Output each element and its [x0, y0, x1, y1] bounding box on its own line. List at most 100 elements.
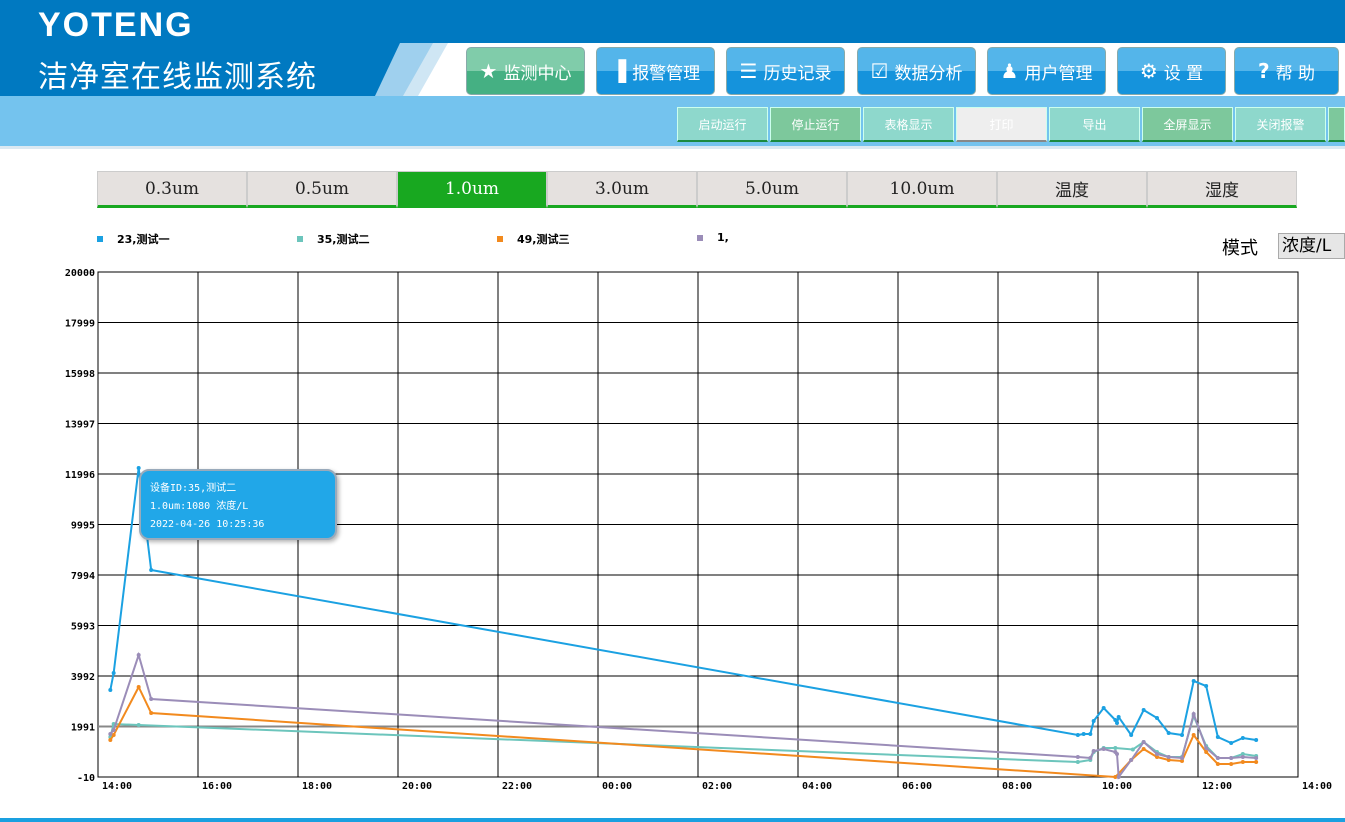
legend-item[interactable]: 49,测试三 — [497, 231, 570, 247]
data-point[interactable] — [1088, 755, 1093, 760]
data-point[interactable] — [1254, 755, 1259, 760]
data-point[interactable] — [1229, 755, 1234, 760]
nav-users-button[interactable]: ♟ 用户管理 — [987, 47, 1106, 95]
nav-label: 报警管理 — [632, 63, 701, 84]
data-point[interactable] — [1101, 747, 1106, 752]
data-point[interactable] — [1088, 731, 1093, 736]
tab-5[interactable]: 10.0um — [847, 171, 997, 208]
data-point[interactable] — [1191, 712, 1196, 717]
data-point[interactable] — [1240, 752, 1245, 757]
tab-3[interactable]: 3.0um — [547, 171, 697, 208]
data-point[interactable] — [1141, 707, 1146, 712]
tab-7[interactable]: 湿度 — [1147, 171, 1297, 208]
data-point[interactable] — [1075, 733, 1080, 738]
data-point[interactable] — [1075, 760, 1080, 765]
data-point[interactable] — [1113, 718, 1118, 723]
toolbar-button[interactable]: 关闭报警 — [1235, 107, 1326, 142]
toolbar-button[interactable]: 打印 — [956, 107, 1047, 142]
legend-label: 23,测试一 — [117, 233, 170, 246]
data-point[interactable] — [136, 723, 141, 728]
data-point[interactable] — [108, 688, 113, 693]
legend-item[interactable]: 1, — [697, 231, 729, 244]
data-point[interactable] — [1215, 762, 1220, 767]
data-point[interactable] — [108, 731, 113, 736]
toolbar-button[interactable]: 启动运行 — [677, 107, 768, 142]
data-point[interactable] — [1116, 715, 1121, 720]
data-point[interactable] — [149, 697, 154, 702]
toolbar-button[interactable]: 全屏显示 — [1142, 107, 1233, 142]
data-point[interactable] — [1240, 736, 1245, 741]
data-point[interactable] — [149, 710, 154, 715]
tab-4[interactable]: 5.0um — [697, 171, 847, 208]
data-point[interactable] — [1180, 755, 1184, 760]
data-point[interactable] — [1115, 752, 1119, 757]
data-point[interactable] — [1113, 775, 1118, 779]
legend-item[interactable]: 35,测试二 — [297, 231, 370, 247]
data-point[interactable] — [1115, 720, 1119, 725]
data-point[interactable] — [1166, 755, 1171, 760]
data-point[interactable] — [1141, 747, 1146, 752]
legend-item[interactable]: 23,测试一 — [97, 231, 170, 247]
toolbar-button[interactable] — [1328, 107, 1345, 142]
nav-map-book-button[interactable]: ☑ 数据分析 — [857, 47, 976, 95]
data-point[interactable] — [1254, 738, 1259, 743]
data-point[interactable] — [1180, 758, 1184, 763]
x-tick-label: 02:00 — [702, 781, 732, 792]
data-point[interactable] — [1240, 755, 1245, 760]
data-point[interactable] — [1191, 733, 1196, 738]
data-point[interactable] — [1240, 760, 1245, 765]
data-point[interactable] — [111, 728, 116, 733]
toolbar-button[interactable]: 导出 — [1049, 107, 1140, 142]
x-tick-label: 00:00 — [602, 781, 632, 792]
data-point[interactable] — [136, 466, 141, 471]
data-point[interactable] — [1116, 775, 1121, 779]
toolbar-button[interactable]: 停止运行 — [770, 107, 861, 142]
tab-0[interactable]: 0.3um — [97, 171, 247, 208]
data-point[interactable] — [136, 685, 141, 690]
nav-question-button[interactable]: ? 帮 助 — [1234, 47, 1339, 95]
data-point[interactable] — [1191, 678, 1196, 683]
data-point[interactable] — [1141, 739, 1146, 744]
data-point[interactable] — [1091, 749, 1096, 754]
toolbar-button[interactable]: 表格显示 — [863, 107, 954, 142]
nav-label: 设 置 — [1163, 63, 1204, 84]
data-point[interactable] — [1215, 755, 1220, 760]
data-point[interactable] — [1166, 758, 1171, 763]
data-point[interactable] — [1229, 762, 1234, 767]
data-point[interactable] — [149, 568, 154, 573]
data-point[interactable] — [1215, 734, 1220, 739]
data-point[interactable] — [1130, 747, 1135, 752]
data-point[interactable] — [1155, 755, 1159, 760]
data-point[interactable] — [1166, 731, 1171, 736]
data-point[interactable] — [1129, 733, 1134, 738]
tab-2[interactable]: 1.0um — [397, 171, 547, 208]
data-point[interactable] — [1129, 758, 1134, 763]
data-point[interactable] — [1204, 749, 1209, 754]
nav-bar-chart-button[interactable]: ▐ 报警管理 — [596, 47, 715, 95]
tab-1[interactable]: 0.5um — [247, 171, 397, 208]
data-point[interactable] — [1155, 752, 1159, 757]
nav-gear-button[interactable]: ⚙ 设 置 — [1117, 47, 1226, 95]
data-point[interactable] — [111, 733, 116, 738]
data-point[interactable] — [111, 671, 116, 676]
data-point[interactable] — [1254, 760, 1259, 765]
data-point[interactable] — [1229, 741, 1234, 746]
data-point[interactable] — [1155, 715, 1159, 720]
data-point[interactable] — [1075, 755, 1080, 760]
data-point[interactable] — [108, 738, 113, 743]
mode-select[interactable]: 浓度/L — [1278, 233, 1345, 259]
data-point[interactable] — [1204, 746, 1209, 751]
series-0 — [108, 466, 1259, 746]
data-point[interactable] — [136, 653, 141, 658]
data-point[interactable] — [1113, 746, 1118, 751]
data-point[interactable] — [1081, 731, 1086, 736]
data-point[interactable] — [1180, 733, 1184, 738]
nav-running-man-button[interactable]: ★ 监测中心 — [466, 47, 585, 95]
data-point[interactable] — [1091, 718, 1096, 723]
series-line — [109, 651, 1257, 780]
tab-6[interactable]: 温度 — [997, 171, 1147, 208]
x-tick-label: 06:00 — [902, 781, 932, 792]
data-point[interactable] — [1101, 706, 1106, 711]
data-point[interactable] — [1204, 684, 1209, 689]
nav-document-list-button[interactable]: ☰ 历史记录 — [726, 47, 845, 95]
